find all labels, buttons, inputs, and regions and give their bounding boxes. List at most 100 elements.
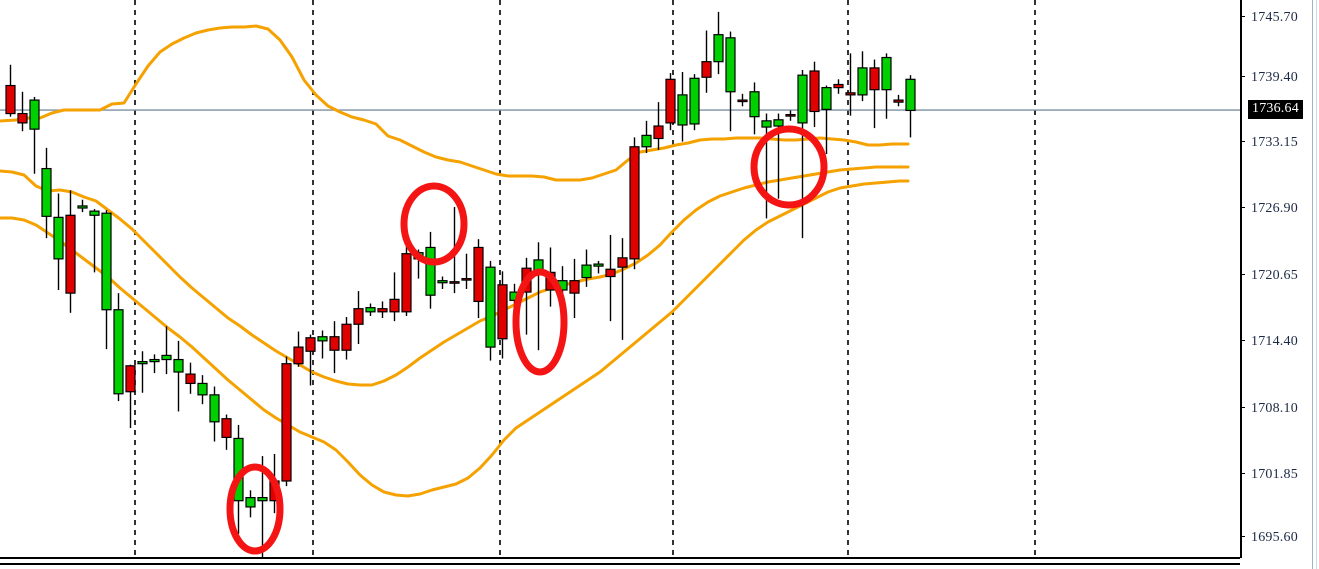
window-right-border-outer: [1316, 0, 1317, 569]
annotation-circles-group: [226, 125, 828, 555]
candlestick[interactable]: [365, 303, 376, 316]
candlestick[interactable]: [857, 51, 868, 102]
candlestick[interactable]: [485, 260, 496, 361]
annotation-circle-2: [400, 182, 468, 266]
bollinger-lower-band: [0, 179, 910, 498]
candlestick[interactable]: [497, 271, 508, 359]
candlestick[interactable]: [317, 330, 328, 359]
candlestick[interactable]: [425, 231, 436, 309]
candlestick[interactable]: [5, 64, 16, 117]
candlestick[interactable]: [281, 356, 292, 487]
candlestick[interactable]: [209, 386, 220, 442]
candlestick[interactable]: [653, 102, 664, 150]
candlestick[interactable]: [833, 79, 844, 94]
candlestick-series[interactable]: [5, 11, 916, 558]
bollinger-upper-band: [0, 24, 910, 182]
price-label: 1726.90: [1251, 201, 1298, 216]
price-label: 1739.40: [1251, 70, 1298, 85]
candlestick[interactable]: [473, 239, 484, 319]
candlestick[interactable]: [377, 301, 388, 319]
candlestick[interactable]: [389, 272, 400, 322]
candlestick[interactable]: [797, 69, 808, 239]
candlestick[interactable]: [185, 362, 196, 394]
candlestick[interactable]: [293, 331, 304, 367]
candlestick[interactable]: [629, 137, 640, 270]
price-tick: [1240, 536, 1245, 537]
candlestick[interactable]: [689, 74, 700, 131]
price-label: 1745.70: [1251, 10, 1298, 25]
price-tick: [1240, 407, 1245, 408]
candlestick[interactable]: [53, 193, 64, 291]
candlestick[interactable]: [761, 113, 772, 219]
candlestick[interactable]: [701, 30, 712, 93]
annotation-circle-3: [512, 268, 568, 376]
candlestick[interactable]: [893, 94, 904, 107]
price-label: 1695.60: [1251, 530, 1298, 545]
candlestick[interactable]: [125, 364, 136, 429]
candlestick[interactable]: [173, 340, 184, 412]
candlestick[interactable]: [617, 238, 628, 340]
price-tick: [1240, 207, 1245, 208]
candlestick[interactable]: [353, 291, 364, 344]
candlestick[interactable]: [725, 31, 736, 132]
candlestick[interactable]: [149, 354, 160, 374]
candlestick[interactable]: [101, 210, 112, 350]
window-right-border: [1312, 0, 1313, 569]
candlestick[interactable]: [65, 190, 76, 313]
candlestick[interactable]: [341, 316, 352, 360]
candlestick[interactable]: [17, 91, 28, 132]
candlestick[interactable]: [749, 82, 760, 135]
candlestick[interactable]: [401, 240, 412, 316]
candlestick[interactable]: [533, 242, 544, 351]
candlestick[interactable]: [77, 199, 88, 213]
candlestick[interactable]: [221, 414, 232, 450]
candlestick[interactable]: [905, 75, 916, 138]
current-price-label[interactable]: 1736.64: [1248, 100, 1303, 119]
candlestick[interactable]: [713, 11, 724, 75]
price-tick: [1240, 340, 1245, 341]
candlestick[interactable]: [737, 93, 748, 107]
chart-bottom-border-upper: [0, 557, 1240, 559]
candlestick[interactable]: [305, 334, 316, 386]
candlestick[interactable]: [41, 147, 52, 239]
candlestick[interactable]: [461, 253, 472, 289]
candlestick[interactable]: [665, 73, 676, 131]
candlestick[interactable]: [329, 321, 340, 374]
price-label: 1708.10: [1251, 401, 1298, 416]
price-axis[interactable]: 1745.70 1739.40 1736.64 1733.15 1726.90 1720.…: [1240, 0, 1319, 569]
price-tick: [1240, 274, 1245, 275]
candlestick[interactable]: [677, 72, 688, 142]
annotation-circle-1: [226, 463, 284, 555]
candlestick[interactable]: [593, 260, 604, 274]
annotation-circle-4: [750, 125, 828, 209]
candlestick[interactable]: [845, 53, 856, 116]
candlestick[interactable]: [785, 110, 796, 121]
candlestick[interactable]: [197, 375, 208, 405]
candlestick[interactable]: [605, 235, 616, 322]
price-tick: [1240, 473, 1245, 474]
candlestick[interactable]: [113, 293, 124, 402]
price-label: 1720.65: [1251, 268, 1298, 283]
price-tick: [1240, 141, 1245, 142]
price-axis-line: [1240, 0, 1242, 558]
chart-plot-area[interactable]: [0, 0, 1240, 569]
candlestick-chart-svg: [0, 0, 1240, 558]
candlestick[interactable]: [437, 276, 448, 289]
price-label: 1733.15: [1251, 135, 1298, 150]
candlestick[interactable]: [881, 53, 892, 119]
candlestick[interactable]: [245, 490, 256, 518]
candlestick[interactable]: [581, 249, 592, 287]
candlestick[interactable]: [569, 258, 580, 319]
candlestick[interactable]: [821, 85, 832, 155]
chart-bottom-border-lower: [0, 563, 1240, 565]
candlestick[interactable]: [161, 326, 172, 375]
candlestick[interactable]: [869, 59, 880, 129]
candlestick[interactable]: [29, 96, 40, 174]
candlestick[interactable]: [809, 61, 820, 128]
price-label: 1701.85: [1251, 467, 1298, 482]
candlestick[interactable]: [641, 120, 652, 154]
candlestick[interactable]: [89, 209, 100, 273]
candlestick[interactable]: [137, 351, 148, 393]
candlestick[interactable]: [257, 456, 268, 558]
